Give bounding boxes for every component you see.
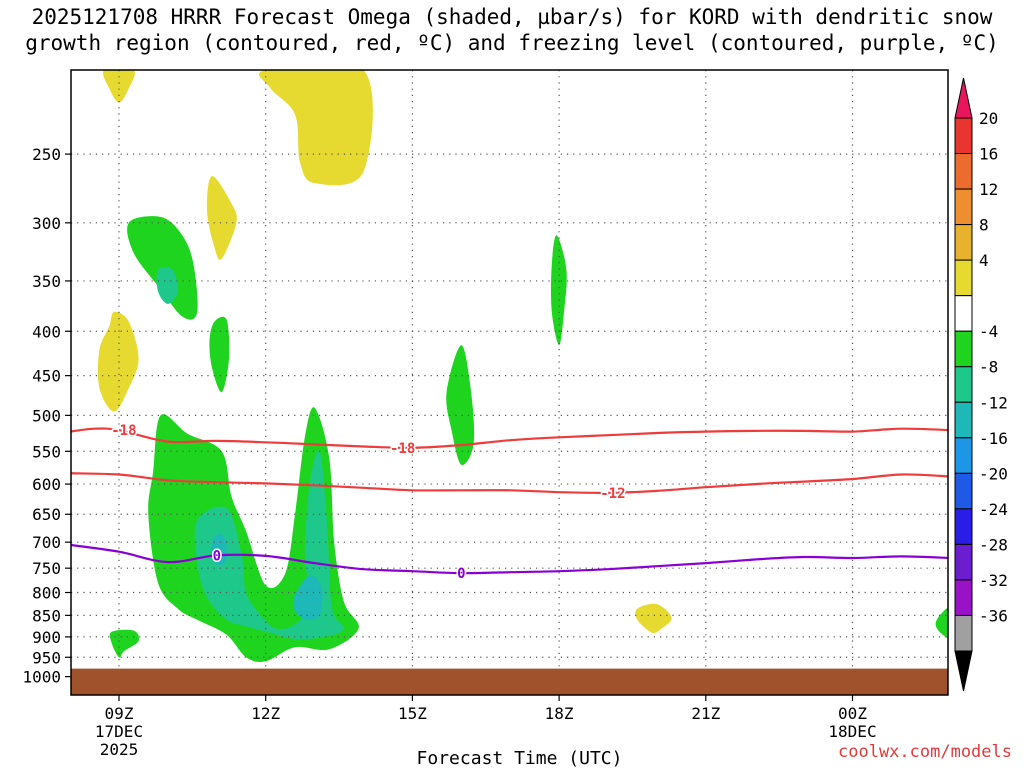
colorbar-label: -4 xyxy=(979,322,998,341)
omega-region xyxy=(156,267,178,304)
colorbar-label: 8 xyxy=(979,216,989,235)
colorbar-label: -16 xyxy=(979,429,1008,448)
x-tick-label: 09Z xyxy=(105,704,134,723)
y-tick-label: 500 xyxy=(32,406,61,425)
omega-region xyxy=(194,450,345,640)
y-tick-label: 400 xyxy=(32,322,61,341)
y-tick-label: 800 xyxy=(32,584,61,603)
ground-surface xyxy=(71,668,948,695)
x-tick-label: 17DEC xyxy=(95,722,143,741)
colorbar-min-arrow xyxy=(954,650,973,692)
x-tick-label: 2025 xyxy=(100,740,139,759)
omega-region xyxy=(446,345,475,466)
colorbar-swatch xyxy=(954,117,973,155)
colorbar-label: -24 xyxy=(979,500,1008,519)
colorbar-swatch xyxy=(954,330,973,368)
contour-label: -12 xyxy=(600,486,625,502)
colorbar-label: -20 xyxy=(979,464,1008,483)
chart-title: 2025121708 HRRR Forecast Omega (shaded, … xyxy=(0,4,1024,56)
omega-region xyxy=(206,176,237,260)
colorbar-swatch xyxy=(954,472,973,510)
plot-area: -18 -18 -12 0 0 xyxy=(71,70,948,695)
colorbar-label: 16 xyxy=(979,145,998,164)
contour-label: -18 xyxy=(390,441,415,457)
omega-region xyxy=(635,603,672,634)
colorbar-swatch xyxy=(954,437,973,474)
omega-region xyxy=(103,70,135,103)
omega-region xyxy=(109,629,140,658)
colorbar: 20 16 12 8 4 -4 -8 -12 -16 -20 -24 -28 -32 -36 xyxy=(954,77,1008,692)
omega-region xyxy=(293,575,323,621)
colorbar-label: -36 xyxy=(979,606,1008,625)
y-tick-label: 850 xyxy=(32,606,61,625)
colorbar-label: -8 xyxy=(979,358,998,377)
y-tick-label: 750 xyxy=(32,559,61,578)
y-tick-label: 950 xyxy=(32,648,61,667)
colorbar-swatch xyxy=(954,224,973,261)
contour-line xyxy=(71,472,948,494)
x-tick-label: 18DEC xyxy=(828,722,876,741)
colorbar-swatch xyxy=(954,366,973,403)
colorbar-swatch xyxy=(954,153,973,190)
colorbar-label: -28 xyxy=(979,535,1008,554)
omega-region xyxy=(935,607,948,639)
contour-line xyxy=(71,427,948,449)
y-tick-label: 300 xyxy=(32,214,61,233)
colorbar-label: 20 xyxy=(979,109,998,128)
omega-region xyxy=(97,311,139,412)
y-tick-label: 250 xyxy=(32,145,61,164)
omega-region xyxy=(211,534,227,566)
y-tick-label: 550 xyxy=(32,442,61,461)
y-tick-label: 350 xyxy=(32,272,61,291)
omega-region xyxy=(259,70,373,186)
colorbar-label: 4 xyxy=(979,251,989,270)
omega-region xyxy=(551,235,567,346)
y-tick-label: 900 xyxy=(32,628,61,647)
x-tick-label: 18Z xyxy=(545,704,574,723)
watermark: coolwx.com/models xyxy=(838,742,1012,762)
y-tick-label: 650 xyxy=(32,505,61,524)
colorbar-swatch xyxy=(954,295,973,332)
y-tick-label: 1000 xyxy=(22,668,61,687)
colorbar-label: -12 xyxy=(979,393,1008,412)
title-line-1: 2025121708 HRRR Forecast Omega (shaded, … xyxy=(31,5,993,29)
colorbar-swatch xyxy=(954,259,973,297)
x-tick-label: 21Z xyxy=(691,704,720,723)
omega-region xyxy=(209,316,230,393)
colorbar-label: -32 xyxy=(979,571,1008,590)
colorbar-swatch xyxy=(954,508,973,545)
x-axis-label: Forecast Time (UTC) xyxy=(417,748,623,768)
x-tick-label: 15Z xyxy=(398,704,427,723)
contour-label: 0 xyxy=(457,566,465,582)
contour-label: 0 xyxy=(213,548,221,564)
colorbar-swatch xyxy=(954,401,973,439)
colorbar-swatch xyxy=(954,579,973,616)
colorbar-max-arrow xyxy=(954,77,973,119)
title-line-2: growth region (contoured, red, ºC) and f… xyxy=(25,31,999,55)
y-tick-label: 700 xyxy=(32,533,61,552)
contour-label: -18 xyxy=(111,423,136,439)
plot-frame xyxy=(70,69,949,696)
y-tick-label: 450 xyxy=(32,367,61,386)
colorbar-swatch xyxy=(954,614,973,652)
x-tick-label: 00Z xyxy=(838,704,867,723)
colorbar-swatch xyxy=(954,543,973,581)
contour-line xyxy=(71,543,948,575)
y-tick-label: 600 xyxy=(32,475,61,494)
colorbar-label: 12 xyxy=(979,180,998,199)
x-tick-label: 12Z xyxy=(251,704,280,723)
colorbar-swatch xyxy=(954,188,973,226)
